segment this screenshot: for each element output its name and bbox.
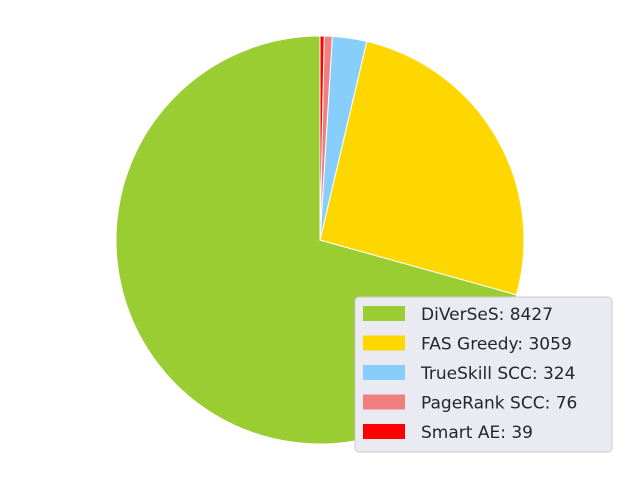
legend-label-4: PageRank SCC: 76 — [421, 394, 577, 414]
legend-label-3: TrueSkill SCC: 324 — [420, 364, 575, 384]
pie-slice-2 — [319, 40, 525, 296]
legend-swatch-4 — [363, 394, 405, 410]
legend-swatch-5 — [363, 424, 405, 439]
pie-slice-5 — [319, 35, 325, 241]
legend-swatch-2 — [363, 335, 405, 351]
legend-background — [354, 296, 613, 453]
legend-swatch-3 — [363, 365, 405, 380]
legend: DiVerSeS: 8427 FAS Greedy: 3059 TrueSkill … — [354, 296, 613, 453]
legend-label-2: FAS Greedy: 3059 — [421, 335, 572, 355]
legend-swatch-1 — [363, 306, 405, 321]
legend-label-5: Smart AE: 39 — [421, 423, 533, 443]
legend-label-1: DiVerSeS: 8427 — [421, 305, 553, 325]
